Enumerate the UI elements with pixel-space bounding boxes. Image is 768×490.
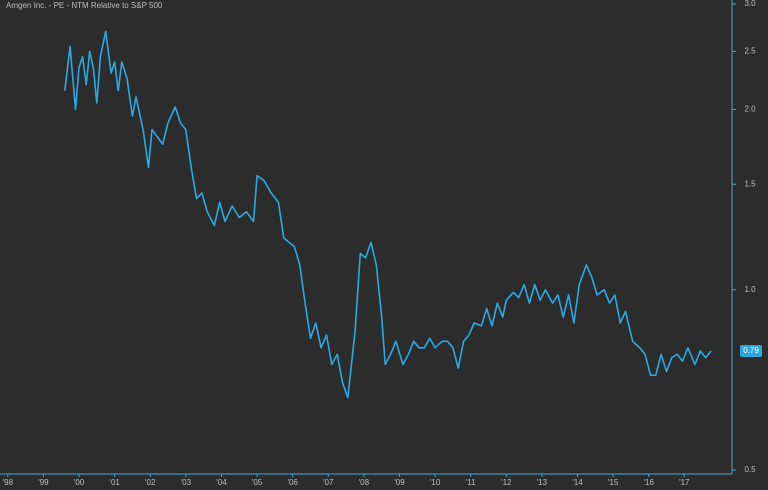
y-tick-label: 2.5 xyxy=(744,47,756,56)
last-value-box xyxy=(740,345,762,358)
y-tick-label: 1.5 xyxy=(744,179,756,188)
x-tick-label: '08 xyxy=(359,478,370,487)
x-tick-label: '99 xyxy=(38,478,49,487)
data-line xyxy=(64,30,712,399)
x-tick-label: '03 xyxy=(181,478,192,487)
x-tick-label: '17 xyxy=(679,478,690,487)
x-tick-label: '14 xyxy=(572,478,583,487)
last-value-label: 0.79 xyxy=(743,346,759,355)
x-tick-label: '16 xyxy=(643,478,654,487)
chart-title: Amgen Inc. - PE - NTM Relative to S&P 50… xyxy=(6,1,163,10)
y-tick-label: 0.5 xyxy=(744,465,756,474)
y-tick-label: 2.0 xyxy=(744,105,756,114)
x-tick-label: '04 xyxy=(216,478,227,487)
x-tick-label: '01 xyxy=(109,478,120,487)
y-tick-label: 3.0 xyxy=(744,0,756,8)
x-tick-label: '09 xyxy=(394,478,405,487)
x-tick-label: '07 xyxy=(323,478,334,487)
x-tick-label: '13 xyxy=(537,478,548,487)
x-tick-label: '02 xyxy=(145,478,156,487)
x-tick-label: '15 xyxy=(608,478,619,487)
x-tick-label: '06 xyxy=(287,478,298,487)
x-tick-label: '12 xyxy=(501,478,512,487)
x-tick-label: '10 xyxy=(430,478,441,487)
x-tick-label: '98 xyxy=(3,478,14,487)
x-tick-label: '05 xyxy=(252,478,263,487)
x-tick-label: '11 xyxy=(466,478,476,487)
y-tick-label: 1.0 xyxy=(744,285,756,294)
x-tick-label: '00 xyxy=(74,478,85,487)
